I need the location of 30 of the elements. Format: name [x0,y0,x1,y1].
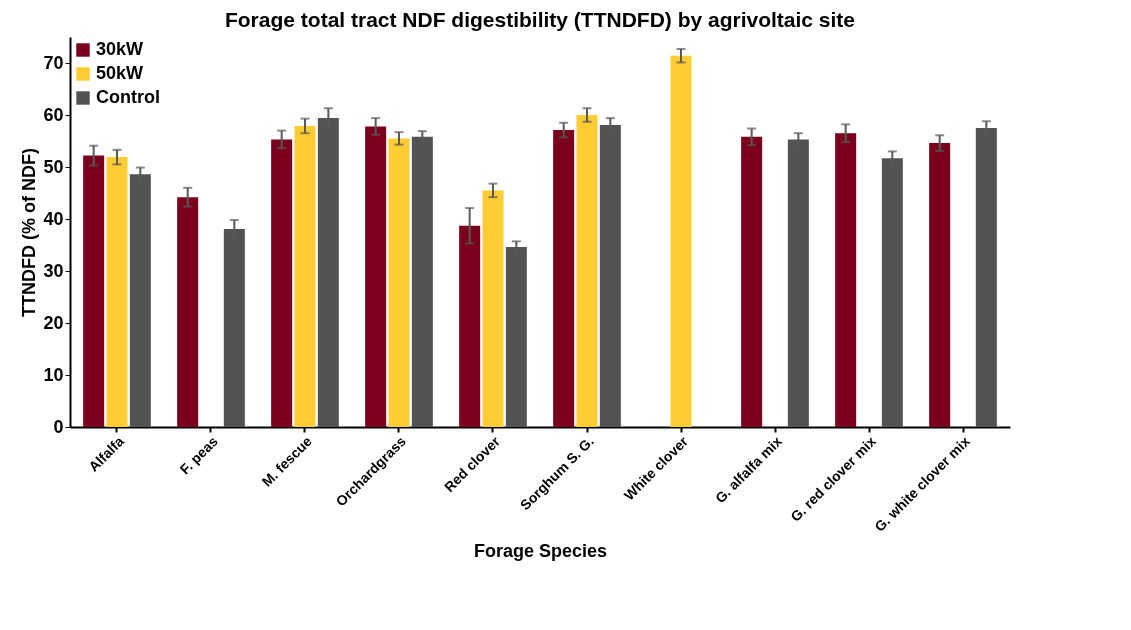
y-tick-label: 70 [43,52,64,73]
bar [576,115,598,427]
y-tick-label: 30 [43,260,64,281]
bar [741,136,763,427]
bar [294,125,316,427]
legend-label: Control [96,87,160,107]
y-tick-label: 40 [43,208,64,229]
bar [271,139,293,427]
bar [835,133,857,427]
x-axis-title: Forage Species [473,540,608,561]
y-tick-label: 60 [43,104,64,125]
bar [106,157,128,427]
bar [388,138,410,427]
bar [177,197,199,427]
chart-title: Forage total tract NDF digestibility (TTNDFD) by agrivoltaic site [224,8,856,31]
bar [83,155,105,427]
y-tick-label: 20 [43,312,64,333]
legend-label: 30kW [96,39,144,59]
bar [482,190,504,427]
legend-label: 50kW [96,63,144,83]
y-tick-label: 50 [43,156,64,177]
bar [670,55,692,427]
y-axis-title: TTNDFD (% of NDF) [19,148,40,317]
y-tick-label: 10 [43,364,64,385]
bar [553,130,575,427]
y-tick-label: 0 [53,416,64,437]
bar [365,126,387,427]
bar [411,136,433,427]
bar [459,225,481,427]
bar [929,143,951,427]
